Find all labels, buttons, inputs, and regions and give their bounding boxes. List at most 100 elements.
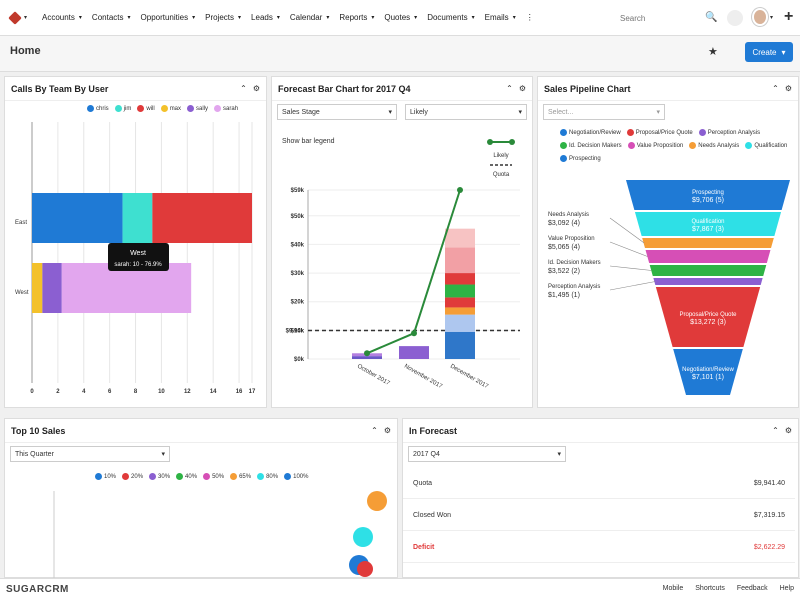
quick-create-plus-icon[interactable]: + [784,8,794,25]
chevron-down-icon[interactable]: ▾ [781,47,786,57]
nav-item-calendar[interactable]: Calendar ▾ [290,13,329,22]
funnel-stage[interactable] [649,265,767,276]
legend-item[interactable]: sarah [214,105,238,112]
bar-segment[interactable] [152,193,252,243]
sale-bubble[interactable] [357,561,373,577]
legend-item[interactable]: 20% [122,473,143,480]
footer-link-mobile[interactable]: Mobile [662,585,684,592]
more-icon[interactable]: ⋮ [525,13,534,22]
sale-bubble[interactable] [367,491,387,511]
funnel-stage[interactable] [642,238,774,248]
collapse-chevron-icon[interactable]: ⌃ [506,84,513,93]
gear-icon[interactable]: ⚙ [252,84,260,93]
bar-segment[interactable] [42,263,62,313]
nav-item-contacts[interactable]: Contacts ▾ [92,13,131,22]
stage-leader-line [609,241,648,257]
collapse-chevron-icon[interactable]: ⌃ [371,426,378,435]
legend-item[interactable]: sally [187,105,208,112]
legend-item[interactable]: Qualification [745,142,787,149]
bar-segment[interactable] [32,193,123,243]
funnel-stage[interactable] [653,278,763,285]
footer-link-shortcuts[interactable]: Shortcuts [695,585,725,592]
nav-item-opportunities[interactable]: Opportunities ▾ [141,13,196,22]
legend-item[interactable]: Value Proposition [627,142,683,149]
legend-item[interactable]: chris [87,105,109,112]
legend-item[interactable]: 30% [149,473,170,480]
bar-segment[interactable] [61,263,192,313]
quarter-select[interactable]: This Quarter ▾ [10,446,170,462]
bar-segment[interactable] [445,228,475,248]
bar-segment[interactable] [32,263,43,313]
bar-segment[interactable] [399,346,429,359]
nav-item-projects[interactable]: Projects ▾ [205,13,241,22]
row-value: $2,622.29 [753,544,785,551]
nav-item-reports[interactable]: Reports ▾ [339,13,374,22]
gear-icon[interactable]: ⚙ [784,426,792,435]
bar-segment[interactable] [445,273,475,285]
collapse-chevron-icon[interactable]: ⌃ [240,84,247,93]
legend-item[interactable]: 50% [203,473,224,480]
app-logo[interactable]: ▾ [0,0,36,36]
chevron-down-icon[interactable]: ▾ [770,15,774,21]
funnel-stage[interactable] [655,287,761,347]
in-forecast-dashlet: In Forecast ⌃ ⚙ 2017 Q4 ▾ Quota $9,941.40 Cl… [402,418,799,578]
legend-item[interactable]: 100% [284,473,308,480]
funnel-stage[interactable] [673,349,743,395]
footer-link-help[interactable]: Help [779,585,794,592]
legend-item[interactable]: Perception Analysis [698,129,760,136]
bar-segment[interactable] [445,247,475,274]
pipeline-select[interactable]: Select... ▾ [543,104,665,120]
chevron-down-icon: ▾ [276,15,280,21]
funnel-stage[interactable] [626,180,790,210]
nav-item-leads[interactable]: Leads ▾ [251,13,280,22]
gear-icon[interactable]: ⚙ [784,84,792,93]
footer-link-feedback[interactable]: Feedback [736,585,768,592]
legend-item[interactable]: 80% [257,473,278,480]
funnel-stage[interactable] [634,212,782,236]
legend-item[interactable]: 40% [176,473,197,480]
bar-segment[interactable] [122,193,153,243]
nav-item-quotes[interactable]: Quotes ▾ [384,13,417,22]
legend-item[interactable]: Prospecting [560,155,601,162]
nav-item-emails[interactable]: Emails ▾ [485,13,516,22]
gear-icon[interactable]: ⚙ [518,84,526,93]
legend-item[interactable]: 65% [230,473,251,480]
collapse-chevron-icon[interactable]: ⌃ [772,84,779,93]
nav-item-accounts[interactable]: Accounts ▾ [42,13,82,22]
favorite-star-icon[interactable]: ★ [708,46,718,58]
legend-swatch [257,473,265,480]
bar-segment[interactable] [445,297,475,308]
create-button[interactable]: Create ▾ [745,42,793,62]
user-avatar[interactable] [752,8,768,26]
show-bar-legend[interactable]: Show bar legend [282,138,335,145]
legend-item[interactable]: Proposal/Price Quote [626,129,693,136]
bar-segment[interactable] [445,314,475,332]
legend-item[interactable]: Id. Decision Makers [560,142,622,149]
likely-point[interactable] [457,187,463,193]
legend-item[interactable]: max [160,105,181,112]
likely-point[interactable] [411,330,417,337]
legend-item[interactable]: jim [114,105,131,112]
collapse-chevron-icon[interactable]: ⌃ [772,426,779,435]
funnel-stage[interactable] [645,250,771,263]
notifications-avatar[interactable] [727,10,743,26]
search-input[interactable] [620,10,720,26]
gear-icon[interactable]: ⚙ [383,426,391,435]
bar-segment[interactable] [445,331,475,359]
sales-stage-select[interactable]: Sales Stage ▾ [277,104,397,120]
bar-segment[interactable] [445,307,475,315]
bar-segment[interactable] [352,356,382,359]
legend-item[interactable]: will [137,105,155,112]
sale-bubble[interactable] [353,527,373,547]
legend-item[interactable]: 10% [95,473,116,480]
legend-item[interactable]: Needs Analysis [689,142,739,149]
search-icon[interactable]: 🔍 [705,12,718,23]
bar-segment[interactable] [445,284,475,298]
likely-select[interactable]: Likely ▾ [405,104,527,120]
likely-point[interactable] [364,350,370,357]
x-tick-label: 6 [108,389,112,395]
period-select[interactable]: 2017 Q4 ▾ [408,446,566,462]
nav-item-documents[interactable]: Documents ▾ [427,13,474,22]
legend-swatch [203,473,211,480]
legend-item[interactable]: Negotiation/Review [560,129,621,136]
